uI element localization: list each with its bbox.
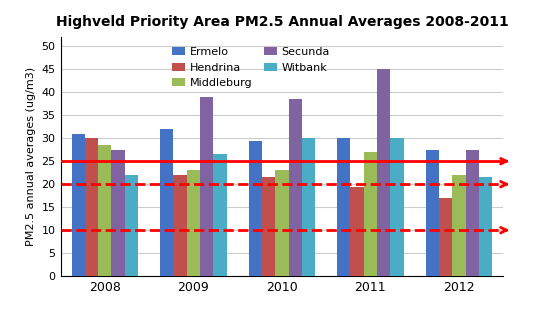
Bar: [186, 171, 200, 276]
Bar: [200, 97, 213, 276]
Bar: [479, 177, 492, 276]
Bar: [112, 150, 125, 276]
Legend: Ermelo, Hendrina, Middleburg, Secunda, Witbank: Ermelo, Hendrina, Middleburg, Secunda, W…: [168, 43, 334, 93]
Bar: [173, 175, 186, 276]
Bar: [249, 141, 262, 276]
Bar: [364, 152, 377, 276]
Title: Highveld Priority Area PM2.5 Annual Averages 2008-2011: Highveld Priority Area PM2.5 Annual Aver…: [56, 15, 508, 29]
Bar: [350, 187, 364, 276]
Bar: [213, 154, 227, 276]
Bar: [275, 171, 289, 276]
Bar: [85, 138, 98, 276]
Bar: [337, 138, 350, 276]
Bar: [377, 69, 390, 276]
Bar: [289, 99, 302, 276]
Bar: [452, 175, 466, 276]
Bar: [262, 177, 275, 276]
Bar: [98, 145, 112, 276]
Bar: [439, 198, 452, 276]
Bar: [466, 150, 479, 276]
Bar: [302, 138, 315, 276]
Bar: [390, 138, 404, 276]
Y-axis label: PM2.5 annual averages (ug/m3): PM2.5 annual averages (ug/m3): [26, 67, 36, 246]
Bar: [160, 129, 173, 276]
Bar: [125, 175, 138, 276]
Bar: [72, 133, 85, 276]
Bar: [426, 150, 439, 276]
